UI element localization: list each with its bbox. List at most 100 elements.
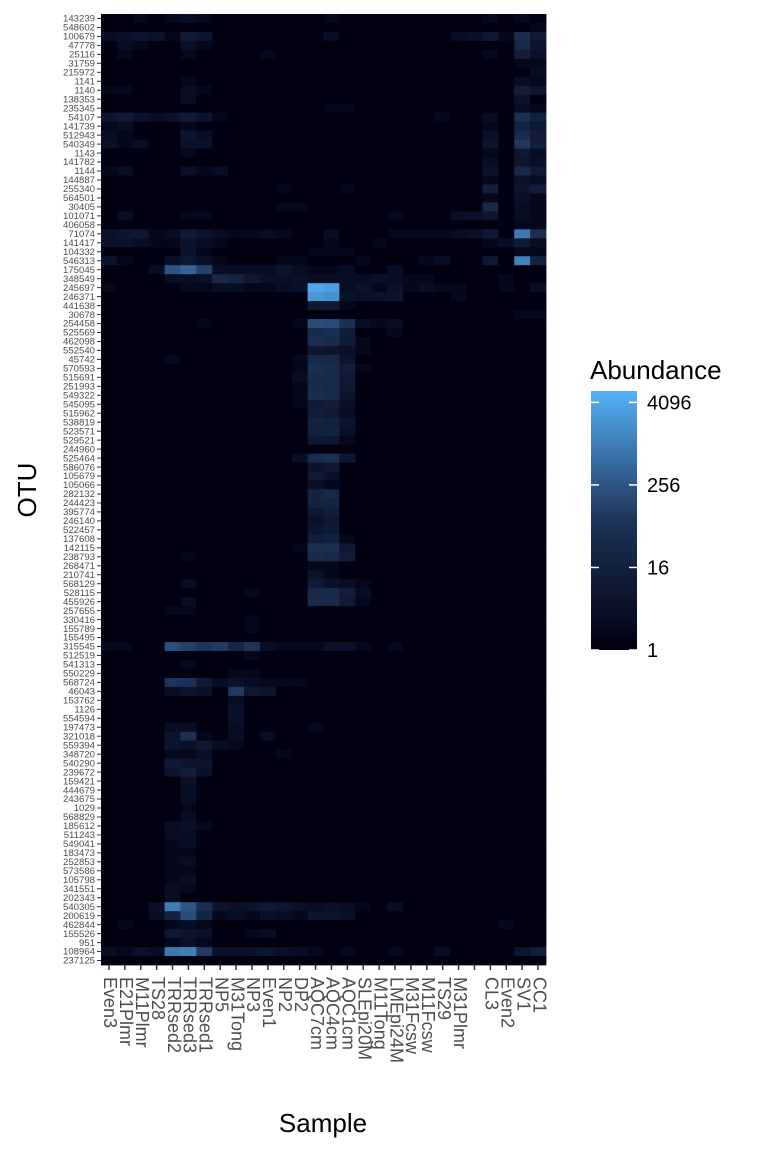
x-tick-label: M11Tong xyxy=(370,977,390,1050)
heatmap-cell xyxy=(530,758,547,769)
heatmap-cell xyxy=(259,462,277,472)
y-tick-label: 141739 xyxy=(63,121,95,132)
heatmap-cell xyxy=(434,381,452,392)
heatmap-cell xyxy=(339,884,356,894)
heatmap-cell xyxy=(323,570,340,580)
y-tick-label: 138353 xyxy=(63,94,95,105)
heatmap-cell xyxy=(307,381,324,392)
heatmap-cell xyxy=(402,67,420,78)
heatmap-cell xyxy=(307,642,324,652)
heatmap-cell xyxy=(418,642,436,652)
heatmap-cell xyxy=(180,606,197,616)
heatmap-cell xyxy=(228,381,245,392)
heatmap-cell xyxy=(212,731,229,742)
heatmap-cell xyxy=(307,328,324,338)
heatmap-cell xyxy=(371,390,388,401)
heatmap-cell xyxy=(275,938,293,948)
heatmap-cell xyxy=(275,85,293,96)
heatmap-cell xyxy=(371,543,388,553)
heatmap-cell xyxy=(291,848,308,858)
heatmap-cell xyxy=(228,328,245,338)
heatmap-cell xyxy=(307,301,324,311)
heatmap-cell xyxy=(482,453,499,463)
heatmap-cell xyxy=(339,543,356,553)
heatmap-cell xyxy=(482,390,499,401)
heatmap-cell xyxy=(450,875,467,885)
heatmap-cell xyxy=(498,704,515,715)
heatmap-cell xyxy=(101,884,118,894)
heatmap-cell xyxy=(402,857,420,867)
heatmap-cell xyxy=(244,534,261,544)
heatmap-cell xyxy=(466,938,483,948)
heatmap-cell xyxy=(132,821,150,831)
heatmap-cell xyxy=(212,668,229,679)
heatmap-cell xyxy=(371,184,388,194)
heatmap-cell xyxy=(291,731,308,742)
heatmap-cell xyxy=(371,803,388,813)
heatmap-cell xyxy=(116,22,134,33)
heatmap-cell xyxy=(148,659,165,670)
heatmap-cell xyxy=(180,229,197,239)
heatmap-cell xyxy=(355,76,372,87)
heatmap-cell xyxy=(212,893,229,903)
heatmap-cell xyxy=(228,336,245,347)
heatmap-cell xyxy=(212,830,229,840)
heatmap-cell xyxy=(450,336,467,347)
heatmap-cell xyxy=(402,363,420,374)
heatmap-cell xyxy=(355,354,372,365)
heatmap-cell xyxy=(387,704,404,715)
heatmap-cell xyxy=(116,579,134,589)
heatmap-cell xyxy=(339,830,356,840)
heatmap-cell xyxy=(387,857,404,867)
heatmap-cell xyxy=(387,211,404,221)
heatmap-cell xyxy=(466,193,483,203)
heatmap-cell xyxy=(402,830,420,840)
heatmap-cell xyxy=(101,857,118,867)
heatmap-cell xyxy=(402,426,420,437)
heatmap-cell xyxy=(244,758,261,769)
heatmap-cell xyxy=(514,121,531,132)
heatmap-cell xyxy=(180,319,197,329)
heatmap-cell xyxy=(339,274,356,284)
heatmap-cell xyxy=(148,328,165,338)
heatmap-cell xyxy=(148,938,165,948)
heatmap-cell xyxy=(148,121,165,132)
heatmap-cell xyxy=(244,49,261,60)
heatmap-cell xyxy=(148,686,165,697)
heatmap-cell xyxy=(466,112,483,123)
y-tick-label: 141417 xyxy=(63,238,95,249)
heatmap-cell xyxy=(212,884,229,894)
heatmap-cell xyxy=(434,498,452,508)
heatmap-cell xyxy=(164,247,181,257)
heatmap-cell xyxy=(387,444,404,455)
heatmap-cell xyxy=(402,668,420,679)
heatmap-cell xyxy=(291,85,308,96)
heatmap-cell xyxy=(418,471,436,481)
heatmap-cell xyxy=(450,184,467,194)
heatmap-cell xyxy=(323,265,340,275)
heatmap-cell xyxy=(148,301,165,311)
heatmap-cell xyxy=(164,265,181,275)
heatmap-cell xyxy=(196,866,213,876)
heatmap-cell xyxy=(259,552,277,562)
y-tick-label: 155526 xyxy=(63,929,95,940)
heatmap-cell xyxy=(418,893,436,903)
heatmap-cell xyxy=(291,525,308,535)
heatmap-cell xyxy=(116,597,134,607)
heatmap-cell xyxy=(291,875,308,885)
heatmap-cell xyxy=(371,480,388,490)
x-tick-label: NP3 xyxy=(243,977,263,1012)
heatmap-cell xyxy=(307,265,324,275)
heatmap-cell xyxy=(307,516,324,526)
heatmap-cell xyxy=(228,570,245,580)
heatmap-cell xyxy=(371,588,388,598)
heatmap-cell xyxy=(307,713,324,724)
heatmap-cell xyxy=(196,14,213,24)
heatmap-cell xyxy=(259,76,277,87)
heatmap-cell xyxy=(196,543,213,553)
heatmap-cell xyxy=(323,14,340,24)
heatmap-cell xyxy=(434,390,452,401)
heatmap-cell xyxy=(275,489,293,499)
heatmap-cell xyxy=(323,731,340,742)
heatmap-cell xyxy=(514,238,531,248)
